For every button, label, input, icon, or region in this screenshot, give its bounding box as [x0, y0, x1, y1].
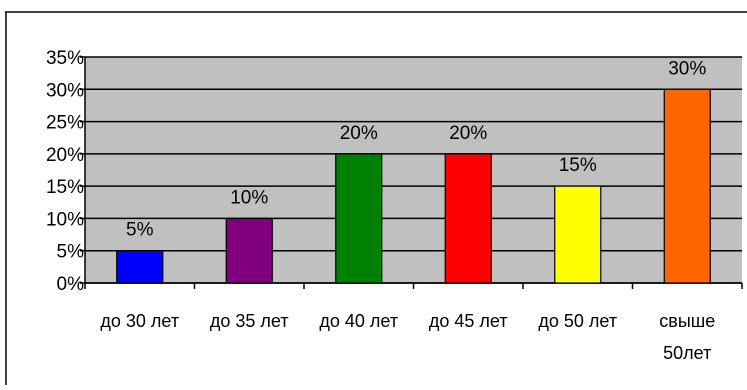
y-tick-label: 15%: [46, 177, 84, 198]
plot-area: 0% 5% 10% 15% 20% 25% 30% 35% 5% до 30 лет 10% до 3…: [46, 48, 743, 363]
y-tick-label: 10%: [46, 209, 84, 230]
y-tick-label: 35%: [46, 48, 84, 69]
y-tick-label: 30%: [46, 80, 84, 101]
bar: [554, 185, 602, 284]
bar: [335, 153, 383, 284]
bar: [116, 250, 164, 284]
x-tick-label: до 35 лет: [210, 311, 289, 331]
bar: [225, 217, 273, 284]
x-tick-label: 50лет: [663, 343, 711, 363]
y-tick-label: 0%: [57, 274, 85, 295]
data-label: 5%: [126, 220, 154, 241]
data-label: 30%: [668, 58, 706, 79]
bar: [663, 88, 711, 284]
x-tick-label: до 40 лет: [319, 311, 398, 331]
x-tick-label: до 30 лет: [100, 311, 179, 331]
bar: [444, 153, 492, 284]
x-tick-label: до 50 лет: [538, 311, 617, 331]
y-tick-label: 20%: [46, 145, 84, 166]
x-tick-label: свыше: [659, 311, 715, 331]
plot-background: [85, 57, 742, 283]
data-label: 10%: [230, 187, 268, 208]
data-label: 20%: [340, 123, 378, 144]
data-label: 15%: [559, 155, 597, 176]
y-tick-label: 5%: [57, 242, 85, 263]
y-tick-label: 25%: [46, 113, 84, 134]
data-label: 20%: [449, 123, 487, 144]
x-tick-label: до 45 лет: [429, 311, 508, 331]
